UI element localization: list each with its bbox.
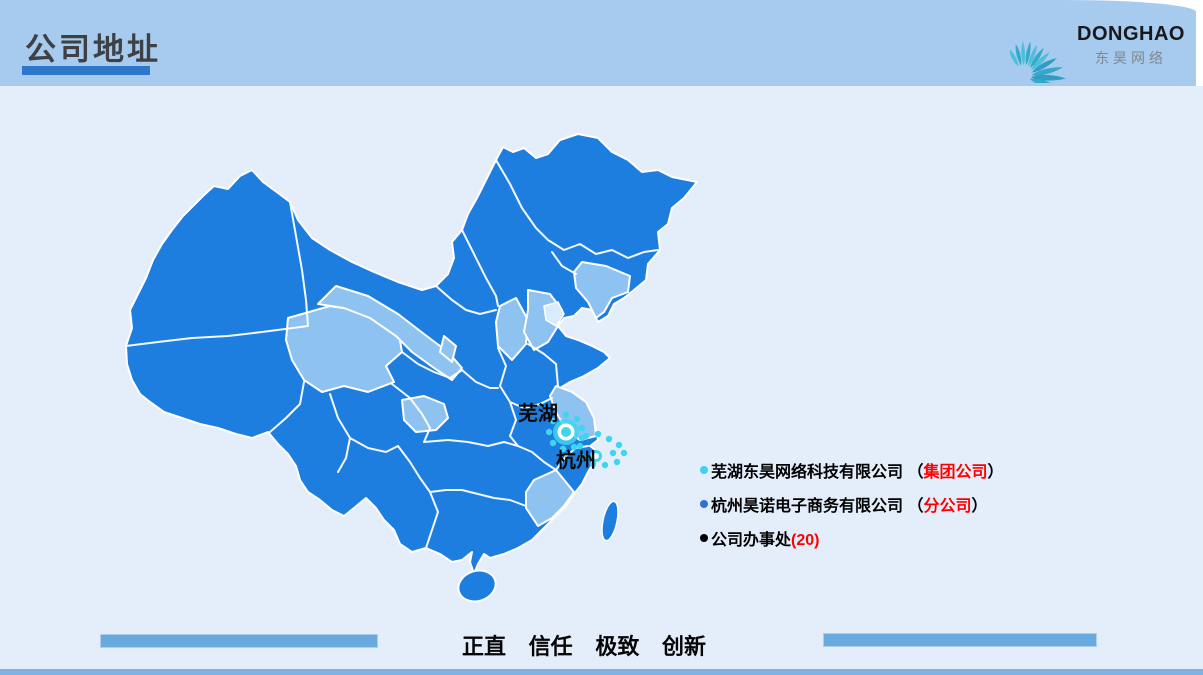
paren: ）: [971, 498, 988, 515]
legend-item-group-company: 芜湖东昊网络科技有限公司 （集团公司）: [700, 460, 1030, 481]
paren: ）: [987, 464, 1004, 481]
title-underline: [22, 66, 150, 75]
map-legend: 芜湖东昊网络科技有限公司 （集团公司） 杭州昊诺电子商务有限公司 （分公司） 公…: [700, 460, 1030, 562]
page-title: 公司地址: [25, 32, 161, 67]
logo-name: DONGHAO: [1077, 22, 1185, 45]
legend-bullet-black: [700, 534, 708, 542]
paren: （: [903, 498, 924, 515]
province-borders: [125, 159, 659, 549]
legend-bullet-blue: [700, 500, 708, 508]
slogan-bar-left: [100, 634, 378, 648]
paren: （: [903, 464, 924, 481]
taiwan-island: [601, 500, 619, 542]
slogan-word: 信任: [528, 634, 573, 659]
hangzhou-marker: [576, 430, 628, 469]
beijing-region: [543, 301, 565, 328]
slogan-word: 正直: [462, 634, 507, 659]
legend-company-name: 芜湖东昊网络科技有限公司: [711, 464, 904, 481]
legend-item-branch-company: 杭州昊诺电子商务有限公司 （分公司）: [700, 494, 1030, 515]
wuhu-marker: [545, 411, 586, 453]
logo-subtitle: 东昊网络: [1095, 49, 1167, 66]
city-label-hangzhou: 杭州: [556, 448, 596, 472]
footer-strip: [0, 669, 1203, 675]
company-logo: DONGHAO 东昊网络: [1010, 6, 1188, 84]
header-band: 公司地址: [0, 0, 1196, 86]
slogan: 正直 信任 极致 创新: [462, 629, 706, 661]
city-label-wuhu: 芜湖: [518, 401, 558, 425]
legend-qualifier: 分公司: [923, 498, 972, 515]
legend-item-offices: 公司办事处(20): [700, 528, 1030, 549]
slogan-word: 极致: [595, 634, 640, 659]
header: 公司地址: [0, 0, 1203, 86]
legend-company-name: 公司办事处: [711, 532, 792, 549]
legend-bullet-cyan: [700, 466, 708, 474]
slogan-word: 创新: [661, 634, 706, 659]
slogan-bar-right: [823, 633, 1097, 647]
legend-qualifier: 集团公司: [923, 464, 988, 481]
legend-office-count: (20): [791, 532, 820, 549]
hainan-island: [457, 569, 497, 603]
legend-company-name: 杭州昊诺电子商务有限公司: [711, 498, 904, 515]
logo-text: DONGHAO 东昊网络: [1074, 23, 1188, 68]
fan-logo-icon: [1010, 41, 1066, 83]
